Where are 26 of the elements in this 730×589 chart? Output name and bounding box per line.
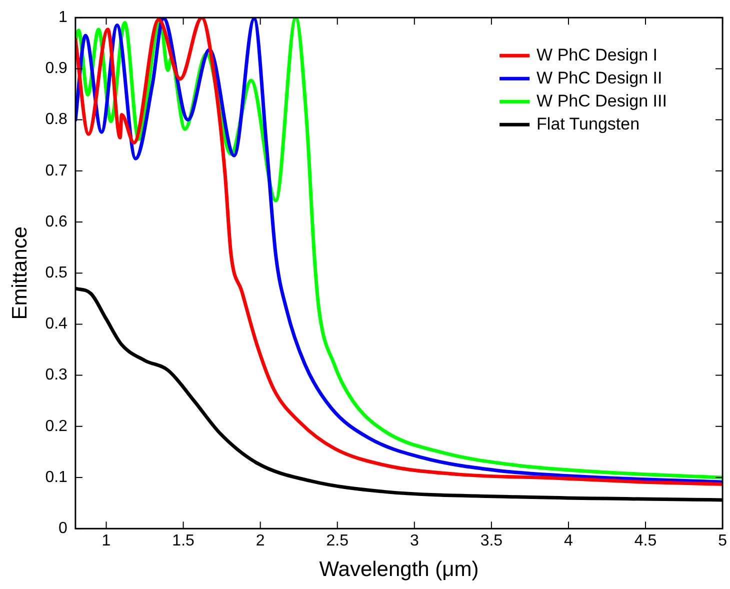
- y-tick-label: 0.4: [45, 316, 68, 333]
- y-axis-title: Emittance: [8, 226, 32, 320]
- x-tick-label: 4.5: [634, 532, 657, 550]
- x-tick-label: 1.5: [172, 532, 195, 550]
- x-tick-label: 4: [564, 532, 574, 550]
- y-tick-label: 0: [58, 520, 68, 538]
- x-tick-label: 2.5: [326, 532, 349, 550]
- x-tick-label: 3.5: [480, 532, 503, 550]
- x-tick-label: 1: [102, 532, 111, 550]
- x-tick-label: 3: [410, 532, 419, 550]
- y-tick-label: 0.1: [45, 468, 68, 486]
- legend-label: W PhC Design I: [536, 45, 658, 64]
- y-tick-label: 0.6: [45, 213, 68, 230]
- y-tick-label: 1: [58, 9, 68, 26]
- legend-label: W PhC Design II: [536, 68, 662, 88]
- y-tick-label: 0.5: [45, 264, 68, 282]
- y-tick-label: 0.3: [45, 366, 68, 384]
- y-tick-label: 0.8: [45, 111, 68, 128]
- legend-label: W PhC Design III: [536, 91, 667, 110]
- legend-label: Flat Tungsten: [536, 114, 640, 134]
- y-tick-label: 0.9: [45, 60, 68, 78]
- y-tick-label: 0.2: [45, 418, 68, 435]
- x-tick-label: 5: [718, 532, 728, 550]
- x-tick-label: 2: [256, 532, 265, 550]
- y-tick-label: 0.7: [45, 162, 68, 180]
- x-axis-title: Wavelength (μm): [319, 558, 479, 582]
